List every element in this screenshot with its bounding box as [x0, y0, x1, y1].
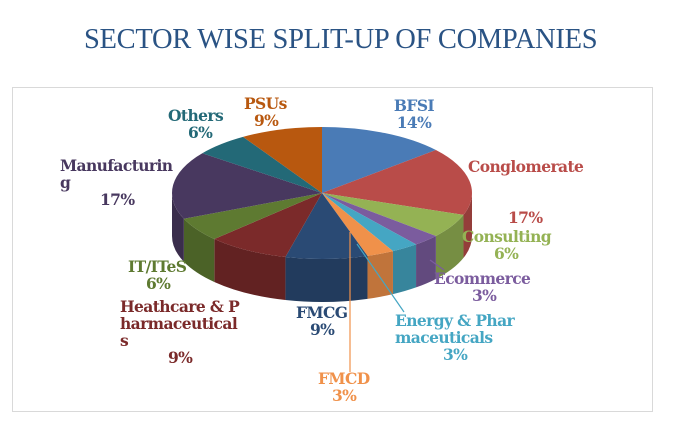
slice-label-name: Energy & Pharmaceuticals	[395, 311, 515, 347]
slice-label-name: Heathcare & Pharmaceuticals	[120, 297, 240, 350]
slice-label-percent: 9%	[254, 111, 279, 130]
pie-slice-conglomerate[interactable]	[322, 150, 472, 215]
chart-area	[12, 87, 653, 412]
slice-label-name: BFSI	[393, 96, 435, 115]
pie-slice-ecommerce[interactable]	[322, 193, 436, 245]
pie-slice-others[interactable]	[202, 136, 322, 193]
data-label-others: Others 6%	[168, 107, 240, 141]
slice-label-percent: 17%	[100, 190, 135, 209]
pie-side-4	[392, 244, 417, 295]
pie-slice-fmcg[interactable]	[285, 193, 368, 259]
pie-slice-energy-pharmaceuticals[interactable]	[322, 193, 417, 252]
slice-label-name: Consulting	[462, 227, 552, 246]
pie-side-9	[172, 193, 184, 262]
slice-label-name: PSUs	[244, 94, 287, 113]
pie-side-1	[463, 193, 472, 258]
pie-side-2	[435, 214, 464, 279]
pie-side-5	[367, 251, 393, 299]
pie-slice-heathcare-pharmaceuticals[interactable]	[214, 193, 322, 258]
slice-label-name: IT/ITeS	[128, 257, 187, 276]
data-label-ecommerce: Ecommerce 3%	[434, 270, 574, 304]
data-label-heathcare-pharmaceuticals: Heathcare & Pharmaceuticals 9%	[120, 298, 242, 366]
slice-label-percent: 3%	[332, 386, 357, 405]
data-label-consulting: Consulting 6%	[462, 228, 592, 262]
data-label-bfsi: BFSI 14%	[384, 97, 444, 131]
slice-label-name: Conglomerate	[468, 157, 584, 176]
data-label-energy-pharmaceuticals: Energy & Pharmaceuticals 3%	[395, 312, 519, 363]
leader-line-ecommerce	[429, 259, 445, 271]
slice-label-name: Manufacturing	[60, 156, 173, 192]
data-label-conglomerate: Conglomerate 17%	[468, 158, 586, 226]
slice-label-percent: 6%	[494, 244, 519, 263]
pie-slice-consulting[interactable]	[322, 193, 464, 236]
data-label-fmcd: FMCD 3%	[318, 370, 378, 404]
pie-slice-psus[interactable]	[243, 127, 322, 193]
pie-slice-bfsi[interactable]	[322, 127, 436, 193]
leader-line-energy	[356, 243, 405, 313]
slice-label-percent: 9%	[168, 348, 193, 367]
slice-label-percent: 17%	[508, 208, 543, 227]
slice-label-percent: 9%	[310, 320, 335, 339]
slice-label-name: FMCG	[296, 303, 348, 322]
pie-side-7	[214, 238, 286, 301]
slice-label-percent: 3%	[472, 286, 497, 305]
slice-label-name: Others	[168, 106, 224, 125]
pie-side-3	[416, 235, 436, 288]
slice-label-percent: 14%	[396, 113, 432, 132]
data-label-fmcg: FMCG 9%	[296, 304, 356, 338]
pie-slice-manufacturing[interactable]	[172, 153, 322, 219]
slice-label-percent: 3%	[443, 345, 468, 364]
data-label-manufacturing: Manufacturing 17%	[60, 157, 178, 208]
data-label-it-ites: IT/ITeS 6%	[128, 258, 208, 292]
pie-side-8	[183, 218, 215, 282]
slice-label-name: Ecommerce	[434, 269, 531, 288]
data-label-psus: PSUs 9%	[244, 95, 294, 129]
pie-slice-fmcd[interactable]	[322, 193, 393, 256]
pie-slice-it-ites[interactable]	[183, 193, 322, 239]
slice-label-percent: 6%	[188, 123, 213, 142]
slice-label-percent: 6%	[146, 274, 171, 293]
slice-label-name: FMCD	[318, 369, 370, 388]
slide-title: SECTOR WISE SPLIT-UP OF COMPANIES	[84, 24, 598, 55]
pie-side-6	[285, 255, 368, 302]
